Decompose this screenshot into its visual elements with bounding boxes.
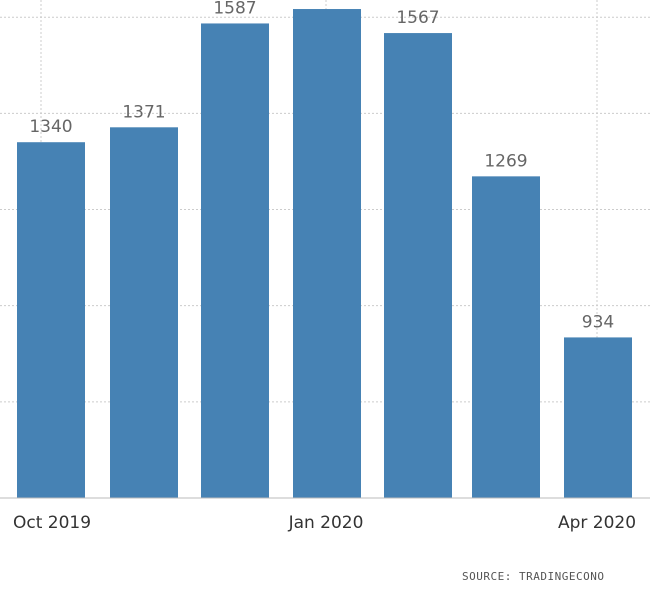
bar-oct-2019 [17,142,85,498]
x-tick-label-jan-2020: Jan 2020 [288,513,364,533]
bar-jan-2020 [293,9,361,499]
x-tick-label-apr-2020: Apr 2020 [558,513,636,533]
data-labels: 1340 1371 1587 1617 1567 1269 934 [29,0,614,332]
bar-feb-2020 [384,33,452,498]
bar-mar-2020 [472,176,540,499]
x-axis-ticks: Oct 2019 Jan 2020 Apr 2020 [13,513,636,533]
bars [17,9,632,499]
x-tick-label-oct-2019: Oct 2019 [13,513,91,533]
source-credit: SOURCE: TRADINGECONO [462,570,604,583]
data-label-apr-2020: 934 [582,312,614,332]
data-label-mar-2020: 1269 [484,151,527,171]
data-label-oct-2019: 1340 [29,117,72,137]
data-label-jan-2020: 1617 [305,0,348,4]
bar-nov-2019 [110,127,178,499]
data-label-feb-2020: 1567 [396,8,439,28]
data-label-nov-2019: 1371 [122,102,165,122]
bar-dec-2019 [201,23,269,498]
data-label-dec-2019: 1587 [213,0,256,18]
bar-apr-2020 [564,337,632,498]
